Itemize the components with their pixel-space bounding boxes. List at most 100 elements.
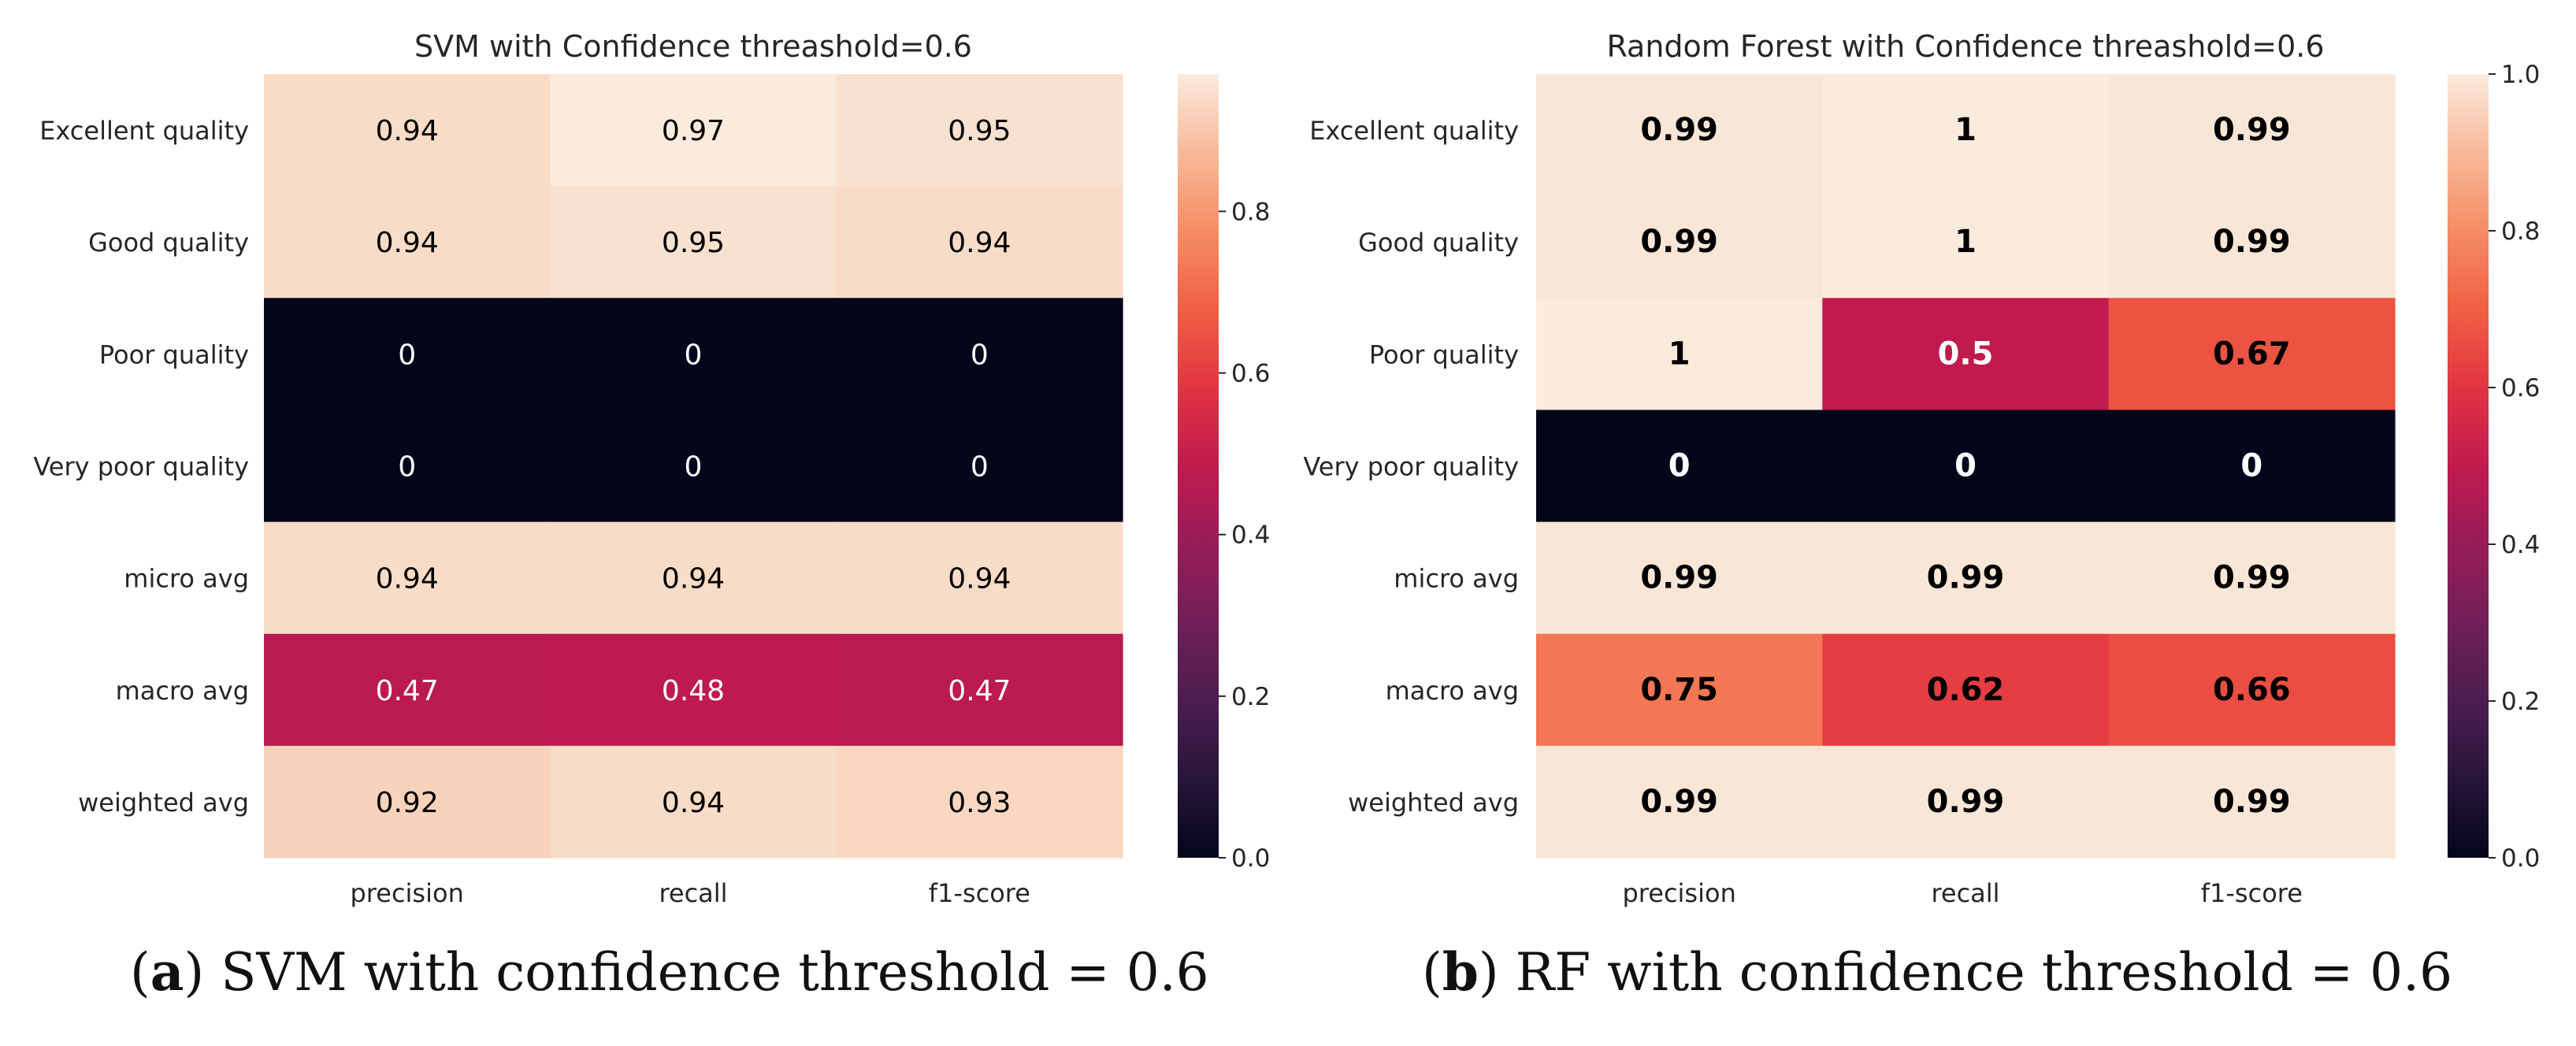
heatmap-cell xyxy=(1822,298,2110,411)
heatmap-cell xyxy=(264,74,551,187)
heatmap-cell xyxy=(550,298,837,411)
cell-value-label: 0.48 xyxy=(662,675,725,707)
row-label: weighted avg xyxy=(78,788,249,818)
heatmap-cell xyxy=(2108,298,2396,411)
colorbar-gradient xyxy=(1178,74,1219,858)
heatmap-cell xyxy=(550,410,837,523)
cell-value-label: 0.93 xyxy=(948,787,1011,819)
caption-b: (b) RF with confidence threshold = 0.6 xyxy=(1422,941,2453,1003)
heatmap-cell xyxy=(1536,521,1823,635)
heatmap-cell xyxy=(2108,186,2396,299)
cell-value-label: 0 xyxy=(971,451,989,484)
row-label: Excellent quality xyxy=(39,116,249,146)
row-label: Good quality xyxy=(1358,228,1519,258)
cell-value-label: 0.94 xyxy=(376,227,439,259)
heatmap-cell xyxy=(550,633,837,747)
row-label: Very poor quality xyxy=(1303,452,1519,482)
heatmap-cell xyxy=(836,410,1123,523)
heatmap-cell xyxy=(2108,633,2396,747)
column-label: f1-score xyxy=(2201,878,2303,908)
heatmap-cell xyxy=(264,186,551,299)
cell-value-label: 0 xyxy=(685,451,703,484)
cell-value-label: 0 xyxy=(398,339,416,371)
heatmap-cell xyxy=(264,633,551,747)
colorbar-tick-label: 0.2 xyxy=(2501,688,2540,716)
cell-value-label: 0.94 xyxy=(948,563,1011,595)
cell-value-label: 0.62 xyxy=(1927,672,2005,708)
cell-value-label: 0 xyxy=(398,451,416,484)
heatmap-cell xyxy=(836,298,1123,411)
cell-value-label: 0.94 xyxy=(376,115,439,147)
chart-title: Random Forest with Confidence threashold… xyxy=(1606,29,2324,64)
cell-value-label: 0.99 xyxy=(2213,224,2291,260)
cell-value-label: 1 xyxy=(1668,336,1691,372)
colorbar-tick-label: 0.0 xyxy=(1231,844,1270,873)
cell-value-label: 0 xyxy=(1668,448,1691,484)
cell-value-label: 0 xyxy=(685,339,703,371)
cell-value-label: 0.5 xyxy=(1938,336,1994,372)
cell-value-label: 0.94 xyxy=(376,563,439,595)
cell-value-label: 0.95 xyxy=(662,227,725,259)
heatmap-cell xyxy=(836,633,1123,747)
cell-value-label: 1 xyxy=(1954,112,1977,148)
row-label: micro avg xyxy=(124,564,249,594)
colorbar-tick-label: 0.6 xyxy=(1231,360,1270,388)
heatmap-cell xyxy=(264,410,551,523)
heatmap-cell xyxy=(1536,298,1823,411)
caption-b-text: ) RF with confidence threshold = 0.6 xyxy=(1478,942,2453,1003)
heatmap-cell xyxy=(1822,410,2110,523)
cell-value-label: 0.94 xyxy=(662,787,725,819)
cell-value-label: 0.99 xyxy=(1640,112,1718,148)
cell-value-label: 0.99 xyxy=(2213,560,2291,596)
cell-value-label: 0.99 xyxy=(2213,112,2291,148)
cell-value-label: 0.99 xyxy=(2213,784,2291,820)
colorbar: 0.0 0.2 0.4 0.6 0.8 1.0 xyxy=(2448,61,2540,873)
cell-value-label: 0.47 xyxy=(948,675,1011,707)
cell-value-label: 0.92 xyxy=(376,787,439,819)
heatmap-1: SVM with Confidence threashold=0.6 0.94 0.… xyxy=(33,29,1270,908)
heatmap-cell xyxy=(1822,521,2110,635)
heatmap-cell xyxy=(550,74,837,187)
heatmap-cell xyxy=(836,745,1123,859)
colorbar-tick-label: 0.0 xyxy=(2501,844,2540,873)
heatmap-cell xyxy=(264,745,551,859)
heatmap-cell xyxy=(1536,410,1823,523)
colorbar-tick-label: 0.2 xyxy=(1231,683,1270,711)
heatmap-cell xyxy=(2108,521,2396,635)
heatmap-cell xyxy=(2108,745,2396,859)
row-label: Poor quality xyxy=(1369,339,1519,369)
heatmap-cell xyxy=(836,521,1123,635)
cell-value-label: 0.94 xyxy=(948,227,1011,259)
cell-value-label: 0.75 xyxy=(1640,672,1718,708)
row-label: Poor quality xyxy=(99,339,249,369)
heatmap-cell xyxy=(836,74,1123,187)
cell-value-label: 0.47 xyxy=(376,675,439,707)
row-label: micro avg xyxy=(1394,564,1519,594)
cell-value-label: 1 xyxy=(1954,224,1977,260)
chart-title: SVM with Confidence threashold=0.6 xyxy=(414,29,972,64)
row-label: macro avg xyxy=(116,676,249,706)
heatmap-cell xyxy=(1822,745,2110,859)
heatmap-cell xyxy=(2108,410,2396,523)
column-label: recall xyxy=(659,878,727,908)
cell-value-label: 0.66 xyxy=(2213,672,2291,708)
caption-a-letter: a xyxy=(150,941,184,1003)
heatmap-cell xyxy=(550,521,837,635)
heatmap-cell xyxy=(1822,633,2110,747)
cell-value-label: 0.99 xyxy=(1640,784,1718,820)
column-label: recall xyxy=(1931,878,1999,908)
column-label: precision xyxy=(1622,878,1735,908)
cell-value-label: 0 xyxy=(1954,448,1977,484)
row-label: Good quality xyxy=(88,228,249,258)
row-label: macro avg xyxy=(1386,676,1519,706)
row-label: weighted avg xyxy=(1348,788,1519,818)
row-label: Very poor quality xyxy=(33,452,249,482)
cell-value-label: 0 xyxy=(2240,448,2262,484)
heatmap-cell xyxy=(264,521,551,635)
cell-value-label: 0.99 xyxy=(1927,784,2005,820)
colorbar: 0.0 0.2 0.4 0.6 0.8 xyxy=(1178,74,1270,873)
cell-value-label: 0.97 xyxy=(662,115,725,147)
heatmap-cell xyxy=(836,186,1123,299)
cell-value-label: 0.99 xyxy=(1927,560,2005,596)
